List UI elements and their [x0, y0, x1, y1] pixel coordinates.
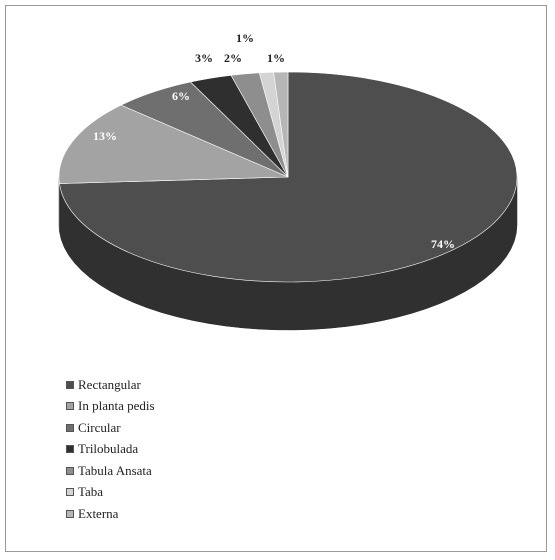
pie-slice-in-planta-pedis: [58, 104, 289, 184]
data-label-tabula-ansata: 2%: [224, 51, 242, 65]
data-label-trilobulada: 3%: [195, 51, 213, 65]
legend-label: Circular: [78, 419, 121, 435]
pie-body: [58, 71, 518, 331]
legend-item-externa: Externa: [66, 503, 155, 525]
legend-label: Taba: [78, 484, 104, 500]
data-label-taba: 1%: [236, 31, 254, 45]
legend-swatch: [66, 380, 74, 389]
data-label-circular: 6%: [172, 89, 190, 103]
legend-label: Trilobulada: [78, 441, 139, 457]
legend-item-tabula-ansata: Tabula Ansata: [66, 460, 155, 482]
legend-item-in-planta-pedis: In planta pedis: [66, 396, 155, 418]
legend-label: Externa: [78, 505, 119, 521]
legend-swatch: [66, 402, 74, 411]
legend-label: Tabula Ansata: [78, 462, 152, 478]
data-label-rectangular: 74%: [431, 237, 455, 251]
legend-item-rectangular: Rectangular: [66, 374, 155, 396]
legend-item-taba: Taba: [66, 482, 155, 504]
pie-slice-externa: [273, 71, 289, 178]
legend-label: Rectangular: [78, 376, 141, 392]
legend-swatch: [66, 488, 74, 497]
legend-swatch: [66, 509, 74, 518]
data-label-externa: 1%: [267, 51, 285, 65]
legend: Rectangular In planta pedis Circular Trilob…: [66, 374, 155, 525]
legend-swatch: [66, 466, 74, 475]
legend-swatch: [66, 445, 74, 454]
legend-swatch: [66, 423, 74, 432]
legend-item-trilobulada: Trilobulada: [66, 439, 155, 461]
legend-item-circular: Circular: [66, 417, 155, 439]
data-label-in-planta-pedis: 13%: [93, 129, 117, 143]
legend-label: In planta pedis: [78, 398, 155, 414]
pie-labels: 74% 13% 6% 3% 2% 1% 1%: [93, 31, 455, 251]
